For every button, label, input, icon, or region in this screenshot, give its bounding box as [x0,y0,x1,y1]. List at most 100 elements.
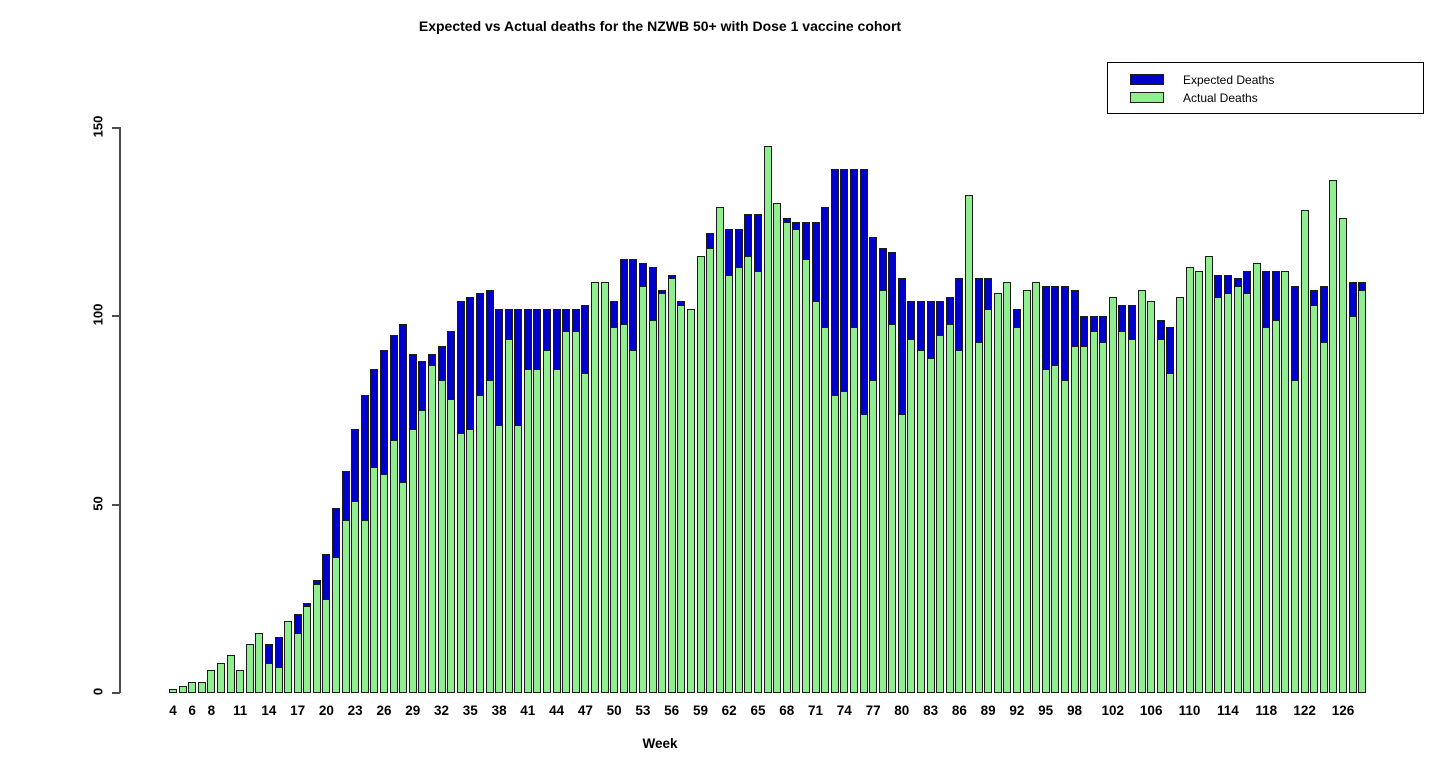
bar-actual-week-18 [303,606,312,693]
y-tick-label-0: 0 [90,687,106,696]
x-tick-label-8: 8 [207,703,216,718]
x-tick-label-32: 32 [433,703,450,718]
bar-actual-week-82 [917,349,925,693]
x-tick-label-89: 89 [980,703,996,718]
x-tick-label-106: 106 [1139,703,1163,718]
x-tick-label-53: 53 [635,703,651,718]
bar-actual-week-37 [485,380,494,693]
expected-swatch [1130,74,1164,85]
legend-label-actual: Actual Deaths [1183,91,1258,105]
legend-label-expected: Expected Deaths [1183,73,1275,87]
x-tick-label-126: 126 [1331,703,1355,718]
bar-actual-week-48 [591,282,599,693]
y-tick-label-100: 100 [90,303,106,326]
x-tick-label-6: 6 [188,703,196,718]
bar-actual-week-117 [1252,263,1261,693]
bar-actual-week-10 [226,655,235,693]
bar-actual-week-11 [236,670,245,693]
bar-actual-week-123 [1310,304,1319,693]
x-tick-label-98: 98 [1066,703,1083,718]
x-tick-label-29: 29 [405,703,421,718]
bar-actual-week-121 [1291,380,1299,693]
x-tick-label-23: 23 [347,703,363,718]
bar-actual-week-79 [888,323,897,693]
bar-actual-week-43 [543,349,551,693]
bar-actual-week-13 [255,632,264,693]
bar-actual-week-119 [1271,319,1280,693]
bar-actual-week-128 [1358,289,1367,693]
bar-actual-week-28 [399,481,408,693]
bar-actual-week-88 [974,342,983,693]
bar-actual-week-73 [830,395,839,693]
x-tick-label-65: 65 [750,703,766,718]
bar-actual-week-84 [936,334,945,693]
bar-actual-week-89 [984,308,993,693]
bar-actual-week-98 [1070,346,1079,693]
x-tick-label-62: 62 [721,703,737,718]
actual-swatch [1130,92,1164,103]
x-tick-label-95: 95 [1038,703,1054,718]
x-tick-label-50: 50 [606,703,622,718]
bar-actual-week-103 [1118,331,1127,693]
x-tick-label-77: 77 [865,703,881,718]
bar-actual-week-55 [658,293,667,693]
bar-actual-week-38 [495,425,504,693]
x-tick-label-11: 11 [232,703,248,718]
bar-actual-week-52 [629,349,638,693]
bar-actual-week-25 [370,466,379,693]
bar-actual-week-60 [706,248,714,693]
bar-actual-week-100 [1089,331,1098,693]
y-tick-50 [112,503,120,506]
x-tick-label-122: 122 [1293,703,1316,718]
x-tick-label-114: 114 [1217,703,1239,718]
bar-actual-week-50 [610,327,619,693]
bar-actual-week-111 [1195,270,1204,693]
bar-actual-week-27 [389,440,398,693]
bar-actual-week-6 [188,681,197,693]
x-tick-label-118: 118 [1255,703,1278,718]
legend-entry-expected: Expected Deaths [1108,73,1423,87]
bar-actual-week-58 [686,308,695,693]
bar-actual-week-42 [533,368,542,693]
bar-actual-week-59 [696,255,705,693]
bar-actual-week-19 [312,583,321,693]
bar-actual-week-66 [763,146,772,693]
bar-actual-week-125 [1329,180,1338,693]
bar-actual-week-78 [878,289,887,693]
bar-actual-week-95 [1041,368,1050,693]
x-tick-label-83: 83 [923,703,939,718]
x-tick-label-17: 17 [290,703,306,718]
bar-actual-week-4 [169,689,177,693]
bar-actual-week-108 [1166,372,1175,693]
bar-actual-week-113 [1214,297,1223,693]
bar-actual-week-20 [322,598,331,694]
y-axis-line [119,127,121,693]
bar-actual-week-23 [351,500,360,693]
bar-actual-week-56 [667,278,676,693]
bar-actual-week-70 [801,259,810,693]
bar-actual-week-76 [859,414,868,693]
bar-actual-week-90 [993,293,1002,693]
bar-actual-week-109 [1175,297,1184,693]
bar-actual-week-68 [782,221,791,694]
bar-actual-week-118 [1262,327,1271,693]
x-tick-label-71: 71 [807,703,824,718]
x-tick-label-74: 74 [836,703,852,718]
bar-actual-week-85 [945,323,954,693]
legend-entry-actual: Actual Deaths [1108,91,1423,105]
x-tick-label-14: 14 [261,703,277,718]
x-tick-label-4: 4 [169,703,177,718]
bar-actual-week-110 [1185,267,1194,693]
bar-actual-week-36 [475,395,484,693]
bar-actual-week-97 [1060,380,1069,693]
bar-actual-week-5 [178,685,187,693]
y-tick-0 [112,692,120,694]
x-tick-label-41: 41 [520,703,536,718]
x-tick-label-56: 56 [664,703,680,718]
bar-actual-week-14 [264,662,273,693]
legend-box: Expected Deaths Actual Deaths [1107,62,1424,114]
bar-actual-week-41 [523,368,532,693]
bar-actual-week-72 [821,327,830,693]
